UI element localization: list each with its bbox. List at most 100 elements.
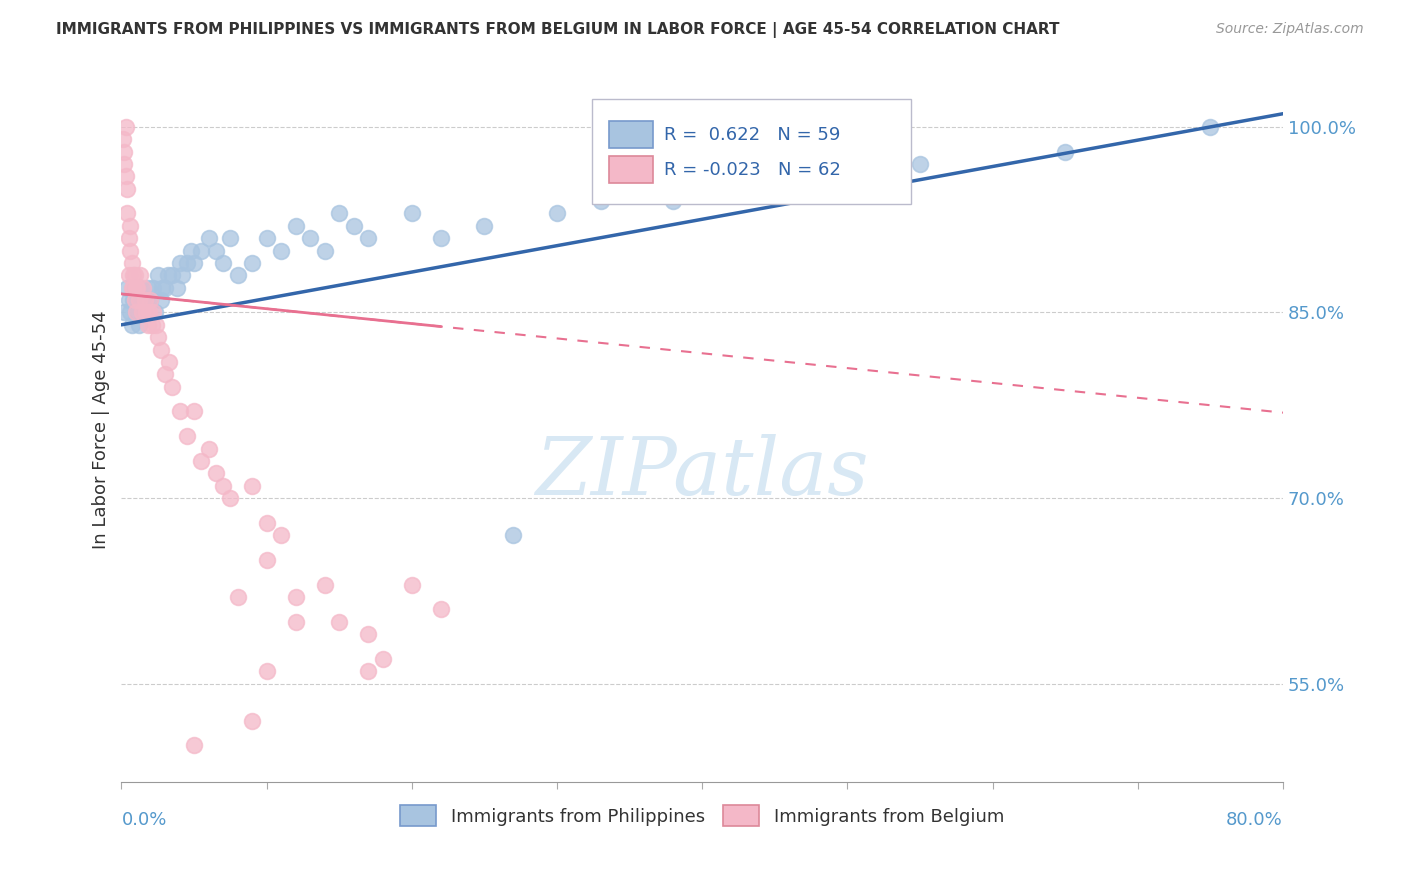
Point [690,169,713,184]
Point [157,355,180,369]
Point [124,293,146,307]
Point [357,627,380,641]
Point [430,602,453,616]
Point [212,256,235,270]
Point [121,318,143,332]
Point [589,194,612,208]
Point [357,231,380,245]
Point [118,231,141,245]
Point [256,231,278,245]
Point [162,268,184,283]
Point [129,268,152,283]
Point [328,615,350,629]
Point [118,268,141,283]
Point [114,169,136,184]
Point [546,206,568,220]
Point [219,491,242,505]
Point [129,281,152,295]
Point [120,219,142,233]
Point [139,293,162,307]
Point [120,244,142,258]
Point [124,281,146,295]
Point [1054,145,1077,159]
Point [240,714,263,728]
Point [166,281,188,295]
Point [139,293,162,307]
Point [145,318,167,332]
Point [124,268,146,283]
Point [128,318,150,332]
Point [197,231,219,245]
Point [120,305,142,319]
Point [127,293,149,307]
Point [240,256,263,270]
Point [134,293,156,307]
Point [401,206,423,220]
Point [131,305,153,319]
Point [122,268,145,283]
Point [127,281,149,295]
Point [314,577,336,591]
Point [183,256,205,270]
Text: Source: ZipAtlas.com: Source: ZipAtlas.com [1216,22,1364,37]
Point [343,219,366,233]
Point [142,305,165,319]
Point [328,206,350,220]
Point [128,293,150,307]
Point [121,281,143,295]
Point [284,615,307,629]
Point [117,206,139,220]
Point [118,293,141,307]
Point [112,157,135,171]
FancyBboxPatch shape [609,156,654,183]
Point [143,305,166,319]
Point [132,281,155,295]
Point [112,145,135,159]
Point [204,244,226,258]
Point [270,528,292,542]
Point [176,429,198,443]
Point [146,268,169,283]
Point [226,590,249,604]
Text: 80.0%: 80.0% [1226,811,1284,829]
Point [169,404,191,418]
Point [117,182,139,196]
Point [122,281,145,295]
Point [474,219,496,233]
Point [149,343,172,357]
Point [183,404,205,418]
Point [197,442,219,456]
Point [270,244,292,258]
Point [138,305,160,319]
Text: 0.0%: 0.0% [121,811,167,829]
Point [401,577,423,591]
Point [212,478,235,492]
Point [183,739,205,753]
Point [430,231,453,245]
Point [134,305,156,319]
Point [125,305,148,319]
Point [240,478,263,492]
Point [121,256,143,270]
Point [180,244,202,258]
Point [190,244,212,258]
Point [150,281,173,295]
Point [908,157,931,171]
Point [136,281,159,295]
Point [169,256,191,270]
Point [114,120,136,134]
Point [284,590,307,604]
Point [256,516,278,530]
Point [219,231,242,245]
Text: IMMIGRANTS FROM PHILIPPINES VS IMMIGRANTS FROM BELGIUM IN LABOR FORCE | AGE 45-5: IMMIGRANTS FROM PHILIPPINES VS IMMIGRANT… [56,22,1060,38]
Legend: Immigrants from Philippines, Immigrants from Belgium: Immigrants from Philippines, Immigrants … [401,805,1004,826]
Point [357,664,380,678]
Point [256,664,278,678]
Point [837,169,859,184]
FancyBboxPatch shape [609,121,654,148]
Point [156,268,179,283]
Point [149,293,172,307]
Point [111,132,134,146]
Point [112,305,135,319]
Point [314,244,336,258]
